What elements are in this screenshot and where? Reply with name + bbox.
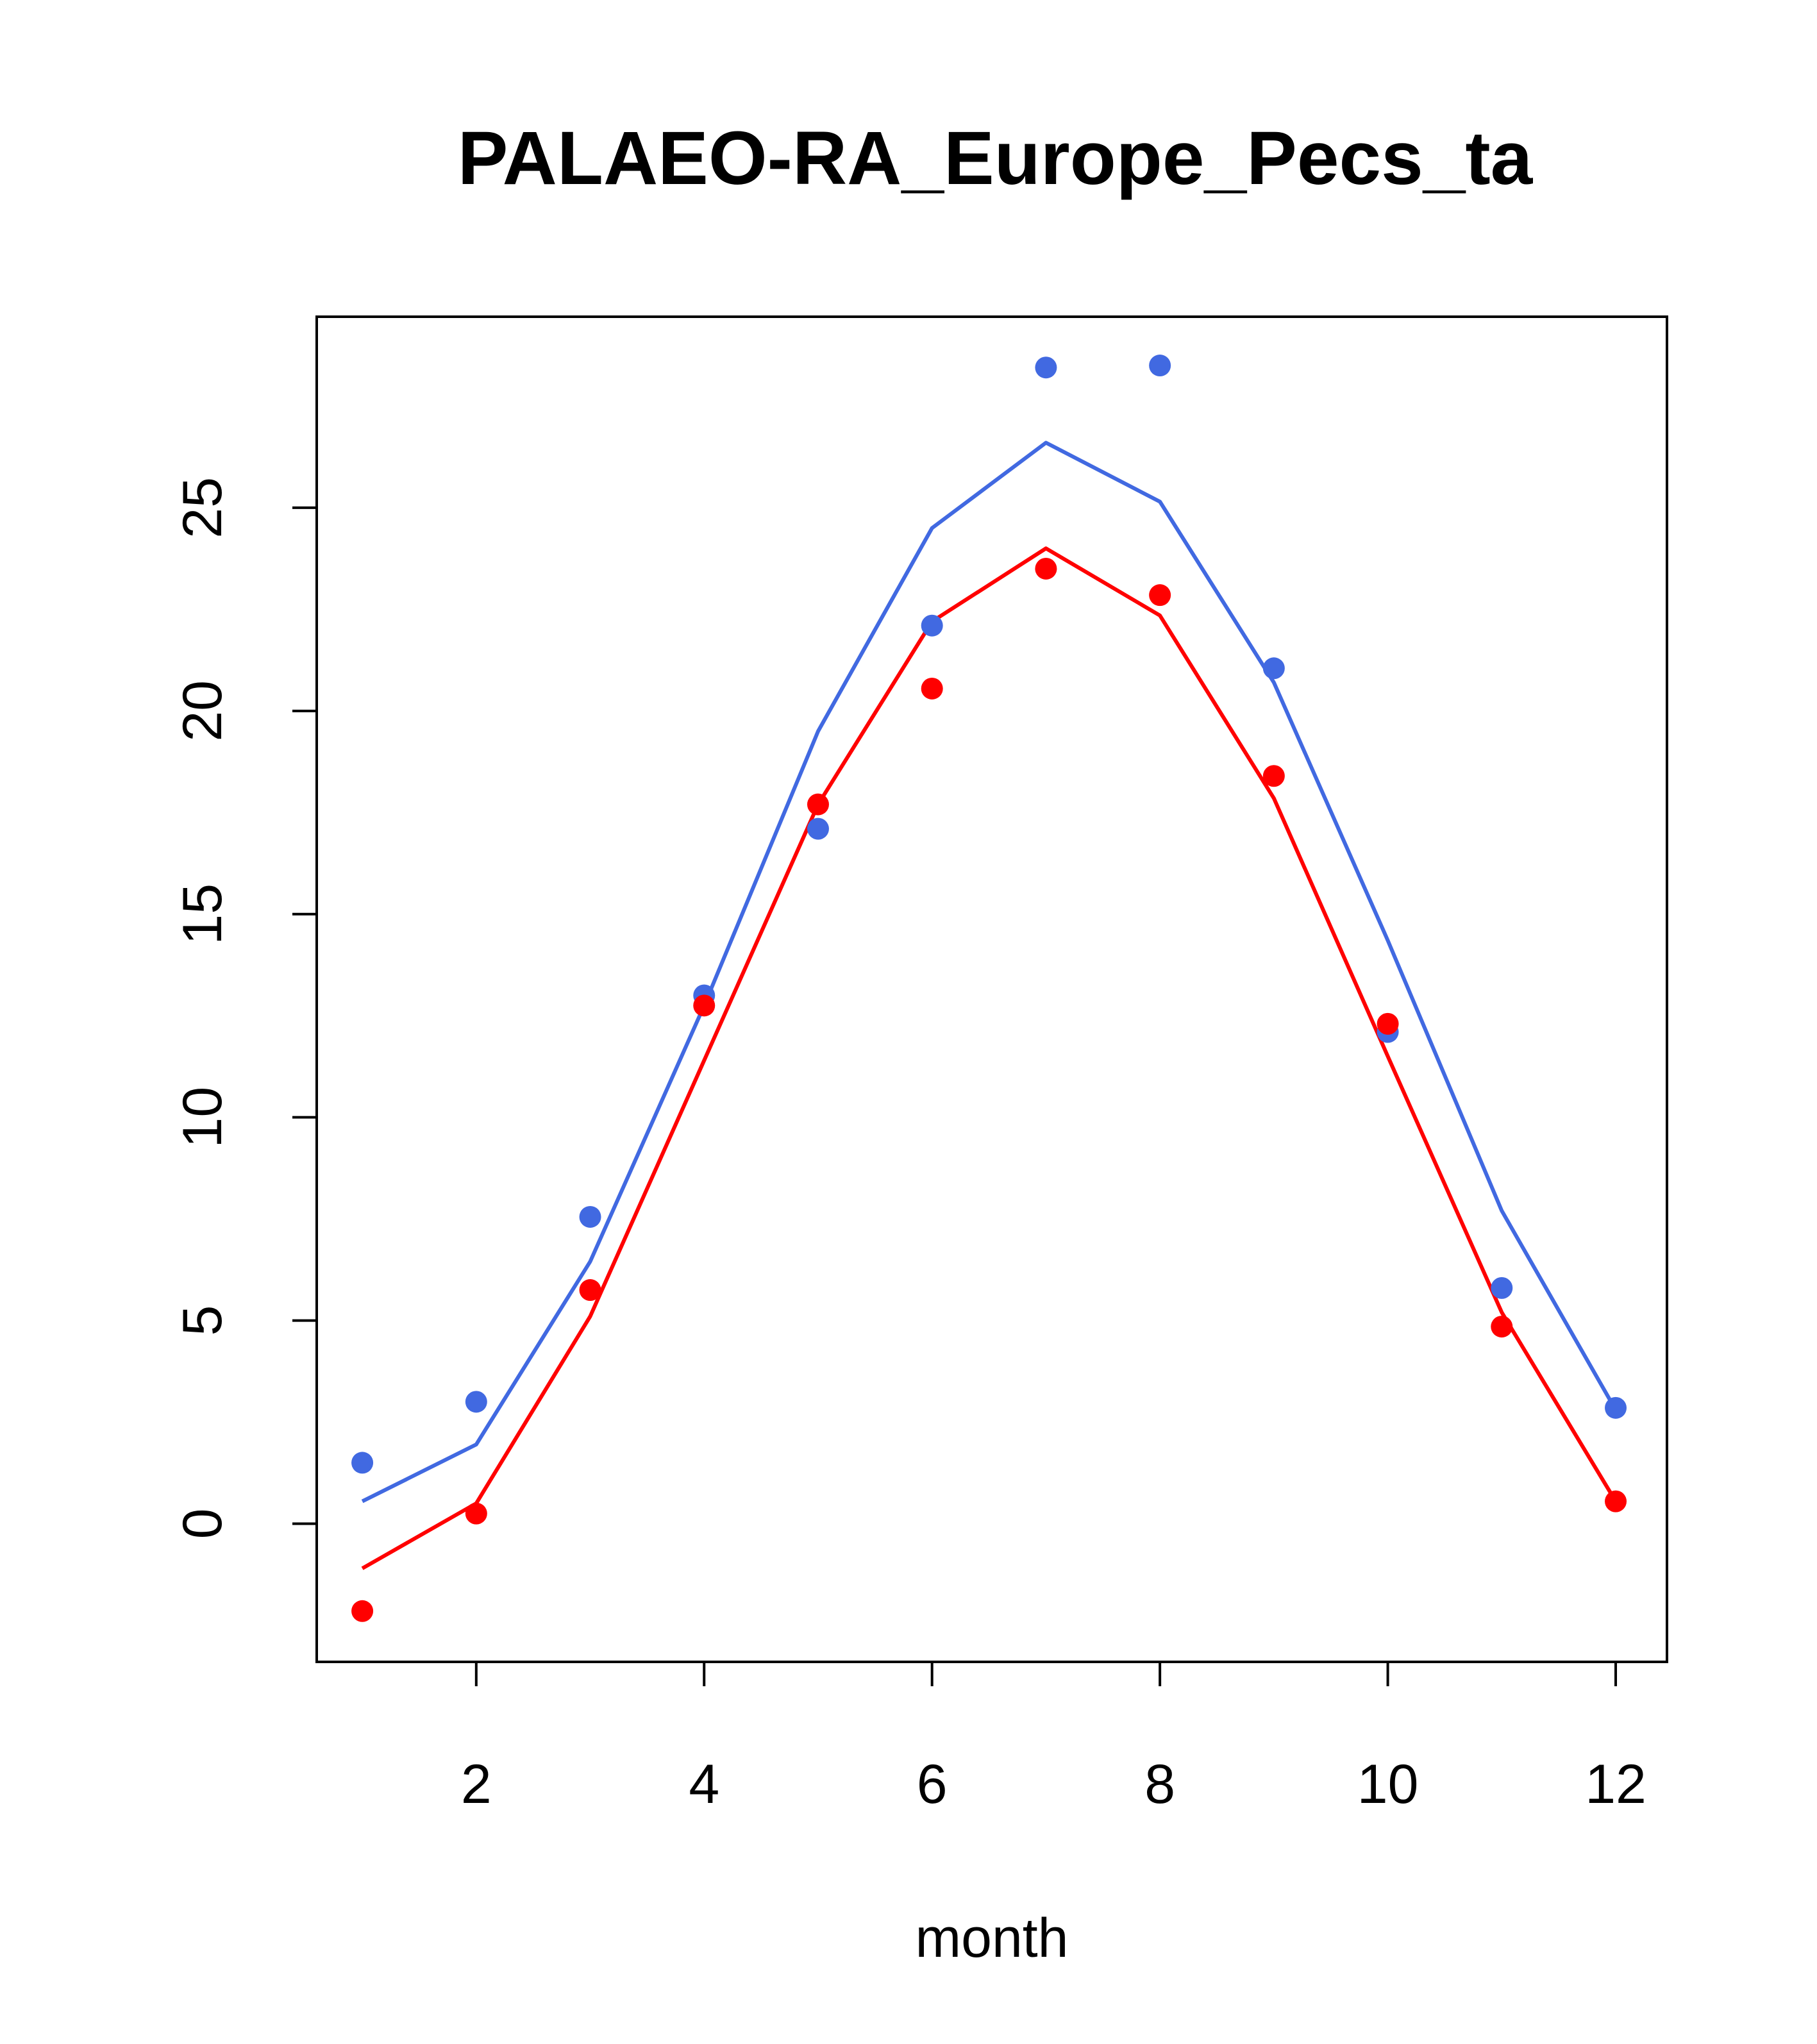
- data-point: [921, 677, 943, 699]
- series-2-points: [351, 557, 1627, 1622]
- data-point: [1605, 1396, 1627, 1419]
- data-point: [807, 817, 829, 840]
- data-point: [693, 994, 716, 1017]
- series-line: [361, 440, 1618, 1504]
- x-axis-label: month: [915, 1907, 1068, 1969]
- data-point: [1149, 584, 1171, 607]
- x-tick-label: 2: [461, 1754, 492, 1815]
- series-layer: [351, 355, 1627, 1622]
- data-point: [465, 1502, 487, 1525]
- x-tick-label: 4: [689, 1754, 719, 1815]
- data-point: [1377, 1012, 1399, 1035]
- y-tick-label: 5: [172, 1305, 233, 1336]
- data-point: [579, 1279, 601, 1302]
- x-tick-label: 12: [1585, 1754, 1646, 1815]
- data-point: [1491, 1316, 1513, 1338]
- data-point: [1262, 765, 1285, 787]
- series-line: [361, 546, 1618, 1570]
- data-point: [1605, 1490, 1627, 1512]
- data-point: [351, 1600, 374, 1622]
- data-point: [465, 1391, 487, 1413]
- y-tick-label: 0: [172, 1509, 233, 1539]
- x-axis: 2 4 6 8 10 12: [461, 1661, 1646, 1815]
- y-tick-label: 10: [172, 1087, 233, 1148]
- data-point: [1035, 356, 1057, 379]
- data-point: [921, 614, 943, 637]
- y-axis: 0 5 10 15 20 25: [172, 477, 318, 1539]
- data-point: [351, 1452, 374, 1474]
- y-tick-label: 20: [172, 680, 233, 742]
- data-point: [807, 793, 829, 816]
- data-point: [579, 1205, 601, 1228]
- series-1-points: [351, 355, 1627, 1474]
- data-point: [1149, 355, 1171, 377]
- series-1: [361, 440, 1618, 1504]
- data-point: [1491, 1277, 1513, 1299]
- data-point: [1035, 557, 1057, 580]
- x-tick-label: 6: [917, 1754, 948, 1815]
- data-point: [1262, 657, 1285, 680]
- y-tick-label: 15: [172, 884, 233, 945]
- y-tick-label: 25: [172, 477, 233, 539]
- x-tick-label: 10: [1357, 1754, 1419, 1815]
- chart-title: PALAEO-RA_Europe_Pecs_ta: [458, 116, 1534, 201]
- plot-frame: [315, 315, 1668, 1663]
- series-2: [361, 546, 1618, 1570]
- x-tick-label: 8: [1144, 1754, 1175, 1815]
